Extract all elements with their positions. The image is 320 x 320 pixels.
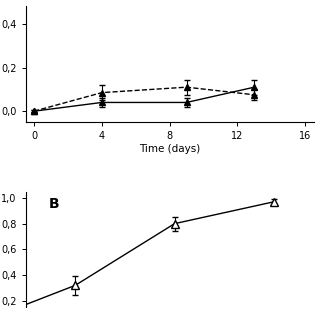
Text: B: B: [49, 197, 59, 211]
X-axis label: Time (days): Time (days): [139, 144, 200, 154]
